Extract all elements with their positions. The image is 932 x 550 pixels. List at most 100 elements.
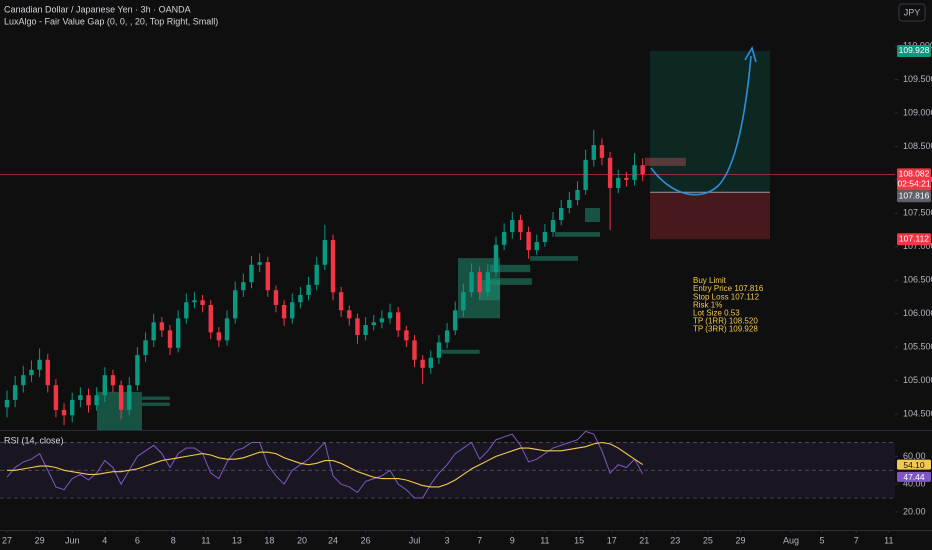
candle-body (241, 282, 246, 291)
candle-body (436, 342, 442, 358)
candle-body (420, 359, 425, 368)
main-layer (4, 129, 645, 499)
x-tick-label: Jun (65, 535, 80, 545)
candle-body (200, 300, 205, 305)
x-tick-label: 24 (328, 535, 338, 545)
rsi-ma-tag-label: 54.10 (903, 460, 925, 470)
last-price-tag-label: 108.082 (899, 169, 930, 179)
candle-body (159, 322, 165, 331)
back-layer (0, 50, 895, 499)
candle-body (567, 199, 572, 208)
candle-body (501, 232, 507, 245)
x-tick-label: 6 (135, 535, 140, 545)
stop-tag-label: 107.112 (899, 234, 929, 244)
candle-body (387, 312, 393, 319)
x-tick-label: 20 (297, 535, 307, 545)
rsi-ma-tag (897, 459, 931, 470)
order-note-line: Risk 1% (693, 300, 722, 309)
candle-body (616, 177, 621, 188)
fair-value-gap (141, 402, 171, 406)
candle-body (216, 332, 222, 341)
candle-body (444, 330, 450, 343)
candle-body (583, 159, 588, 190)
candle-body (542, 232, 548, 243)
fair-value-gap (554, 232, 600, 237)
x-tick-label: 11 (540, 535, 549, 545)
order-note-line: TP (3RR) 109.928 (693, 325, 758, 334)
candle-body (37, 359, 42, 370)
rsi-line (6, 430, 644, 499)
rsi-y-tick-label: 40.00 (903, 479, 926, 489)
candle-body (575, 189, 580, 200)
candle-body (371, 322, 376, 326)
candle-body (233, 290, 238, 319)
candle-body (175, 318, 181, 348)
candle-body (363, 325, 368, 336)
x-tick-label: Aug (783, 535, 799, 545)
candle-body (102, 375, 108, 396)
candle-body (607, 157, 613, 188)
candle-body (45, 359, 50, 386)
candle-body (306, 284, 311, 295)
candle-body (404, 330, 409, 341)
fair-value-gap (584, 207, 600, 223)
x-tick-label: 3 (445, 535, 450, 545)
candle-body (526, 232, 531, 251)
candle-body (21, 375, 26, 386)
candle-body (86, 395, 91, 406)
candle-body (412, 340, 417, 360)
candle-body (632, 165, 637, 180)
x-tick-label: 8 (171, 535, 176, 545)
candle-body (599, 145, 605, 158)
candle-body (135, 355, 140, 386)
candle-body (151, 322, 156, 341)
candle-body (110, 375, 116, 386)
candle-body (118, 385, 124, 410)
currency-button[interactable] (898, 3, 926, 22)
order-note-line: Lot Size 0.53 (693, 309, 740, 318)
candle-body (493, 244, 499, 273)
projection-arrow (650, 55, 752, 196)
candle-body (510, 220, 515, 233)
candle-body (184, 302, 189, 319)
x-tick-label: 9 (510, 535, 515, 545)
candle-body (469, 272, 474, 293)
fair-value-gap (530, 256, 578, 261)
x-tick-label: 13 (232, 535, 242, 545)
candle-body (330, 240, 336, 293)
candle-body (640, 165, 645, 175)
x-tick-label: 27 (2, 535, 12, 545)
candle-body (550, 220, 556, 233)
candle-body (70, 399, 75, 416)
fair-value-gap (141, 396, 171, 400)
target-tag (897, 44, 931, 57)
target-zone (650, 50, 770, 193)
candle-body (192, 300, 197, 303)
fair-value-gap (489, 264, 531, 273)
candle-body (298, 294, 303, 303)
x-tick-label: Jul (409, 535, 421, 545)
stop-zone (650, 192, 770, 240)
stop-tag (897, 233, 931, 246)
candle-body (61, 409, 67, 416)
currency-label[interactable]: JPY (904, 7, 921, 17)
x-tick-label: 29 (735, 535, 745, 545)
candle-body (624, 177, 629, 180)
candle-body (208, 304, 213, 333)
candle-body (224, 318, 230, 341)
rsi-tag-label: 47.44 (903, 472, 925, 482)
chart-title: Canadian Dollar / Japanese Yen · 3h · OA… (4, 4, 191, 14)
candle-body (290, 302, 295, 319)
x-tick-label: 11 (201, 535, 210, 545)
x-tick-label: 4 (102, 535, 107, 545)
candle-body (428, 357, 433, 368)
fair-value-gap (439, 349, 480, 354)
y-tick-label: 109.500 (903, 74, 932, 84)
x-tick-label: 21 (639, 535, 649, 545)
candle-body (4, 399, 10, 408)
candle-body (314, 264, 319, 285)
rsi-y-tick-label: 60.00 (903, 451, 926, 461)
x-tick-label: 5 (819, 535, 824, 545)
candle-body (322, 240, 328, 265)
